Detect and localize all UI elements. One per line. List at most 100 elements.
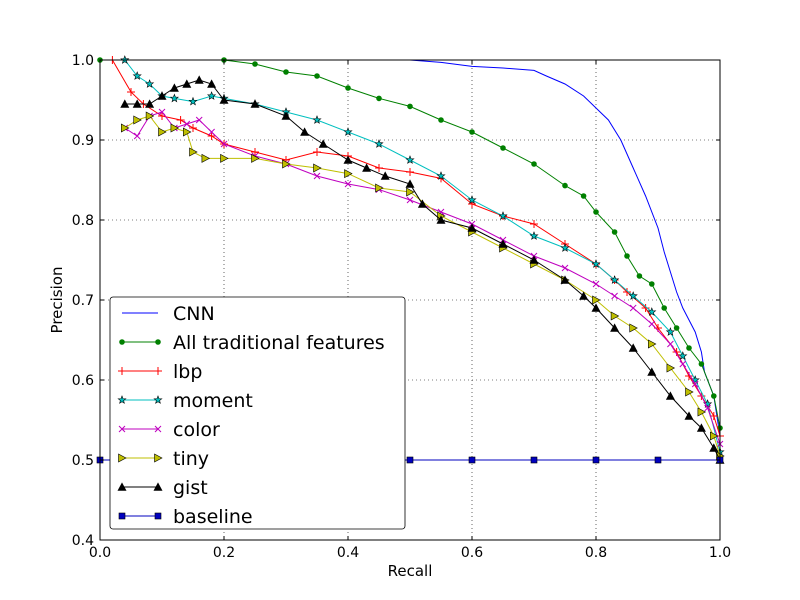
data-point-marker <box>648 320 656 328</box>
data-point-marker <box>623 288 631 296</box>
data-point-marker <box>629 323 638 333</box>
data-point-marker <box>498 239 508 248</box>
legend-marker <box>117 482 127 491</box>
data-point-marker <box>709 431 719 441</box>
data-point-marker <box>169 83 179 92</box>
data-point-marker <box>591 303 601 312</box>
legend-item: gist <box>117 477 208 499</box>
data-point-marker <box>169 93 179 103</box>
legend-marker <box>118 453 127 463</box>
data-point-marker <box>592 295 601 305</box>
data-point-marker <box>467 195 477 204</box>
data-point-marker <box>562 182 568 189</box>
series-cnn <box>100 59 721 437</box>
legend-marker <box>154 425 162 433</box>
data-point-marker <box>189 147 198 157</box>
data-point-marker <box>183 127 192 137</box>
data-point-marker <box>313 148 321 156</box>
data-point-marker <box>704 404 711 412</box>
data-point-marker <box>158 108 166 116</box>
data-point-marker <box>679 360 687 368</box>
data-point-marker <box>145 111 155 121</box>
legend-item: tiny <box>118 448 209 470</box>
axis-ticks: 0.0 0.2 0.4 0.6 0.8 1.0 0.4 0.5 0.6 0.7 0.8 0.9 1.0 <box>72 53 731 561</box>
x-tick-label: 0.8 <box>585 545 607 561</box>
legend-marker <box>154 453 163 463</box>
data-point-marker <box>170 123 180 133</box>
data-point-marker <box>362 163 372 172</box>
data-point-marker <box>132 99 142 108</box>
data-point-marker <box>405 179 415 188</box>
data-point-marker <box>281 111 291 120</box>
y-tick-label: 0.9 <box>72 133 94 149</box>
data-point-marker <box>498 211 508 220</box>
legend-item: baseline <box>118 506 253 528</box>
x-tick-label: 1.0 <box>709 545 731 561</box>
data-point-marker <box>207 91 217 100</box>
data-point-marker <box>157 91 167 100</box>
series-gist <box>120 75 725 464</box>
data-point-marker <box>313 163 322 173</box>
data-point-marker <box>654 456 662 464</box>
y-tick-label: 0.6 <box>72 373 94 389</box>
data-point-marker <box>189 124 197 132</box>
data-point-marker <box>343 127 353 136</box>
data-point-marker <box>145 79 155 88</box>
data-point-marker <box>610 275 620 284</box>
legend-marker <box>155 339 161 345</box>
data-point-marker <box>560 275 570 284</box>
legend-marker <box>117 395 127 404</box>
data-point-marker <box>561 264 569 272</box>
legend-label: color <box>173 419 220 441</box>
legend-item: CNN <box>122 303 215 325</box>
data-point-marker <box>610 311 620 321</box>
data-point-marker <box>417 199 427 208</box>
data-point-marker <box>611 292 618 300</box>
data-point-marker <box>188 96 198 106</box>
data-point-marker <box>593 209 599 215</box>
data-point-marker <box>685 387 694 397</box>
data-point-marker <box>579 291 589 300</box>
legend-item: color <box>118 419 220 441</box>
data-point-marker <box>374 139 384 148</box>
data-point-marker <box>158 127 167 137</box>
data-point-marker <box>628 343 638 352</box>
data-point-marker <box>207 79 217 88</box>
data-point-marker <box>665 327 675 336</box>
legend-box <box>109 296 406 530</box>
data-point-marker <box>282 159 291 169</box>
data-point-marker <box>343 155 353 164</box>
data-point-marker <box>207 132 216 140</box>
data-point-marker <box>469 129 475 135</box>
legend-marker <box>153 395 163 404</box>
data-point-marker <box>406 196 414 204</box>
data-point-marker <box>697 407 707 417</box>
data-point-marker <box>467 223 477 232</box>
data-point-marker <box>438 117 444 123</box>
data-point-marker <box>201 153 211 163</box>
data-point-marker <box>661 305 668 311</box>
legend-label: gist <box>173 477 208 499</box>
data-point-marker <box>375 164 383 172</box>
data-point-marker <box>145 99 155 108</box>
data-point-marker <box>283 69 289 75</box>
data-point-marker <box>468 456 476 464</box>
data-point-marker <box>436 171 446 180</box>
legend-marker <box>118 512 126 520</box>
data-point-marker <box>529 231 539 240</box>
legend-label: CNN <box>173 303 215 325</box>
data-point-marker <box>592 456 600 464</box>
x-tick-label: 0.0 <box>89 545 111 561</box>
data-point-marker <box>375 183 384 193</box>
data-point-marker <box>592 280 600 288</box>
data-point-marker <box>673 325 680 331</box>
data-point-marker <box>220 153 229 163</box>
data-point-marker <box>628 291 638 300</box>
series-all-traditional-features <box>97 57 723 431</box>
data-point-marker <box>345 85 351 91</box>
data-point-marker <box>560 243 570 252</box>
data-point-marker <box>649 281 655 287</box>
data-point-marker <box>250 99 260 108</box>
data-point-marker <box>500 145 506 151</box>
